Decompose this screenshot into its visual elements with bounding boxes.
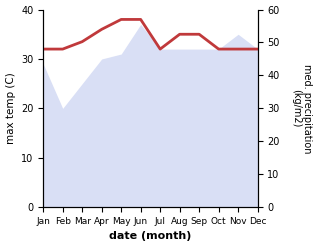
Y-axis label: max temp (C): max temp (C) (5, 72, 16, 144)
Y-axis label: med. precipitation
(kg/m2): med. precipitation (kg/m2) (291, 64, 313, 153)
X-axis label: date (month): date (month) (109, 231, 192, 242)
